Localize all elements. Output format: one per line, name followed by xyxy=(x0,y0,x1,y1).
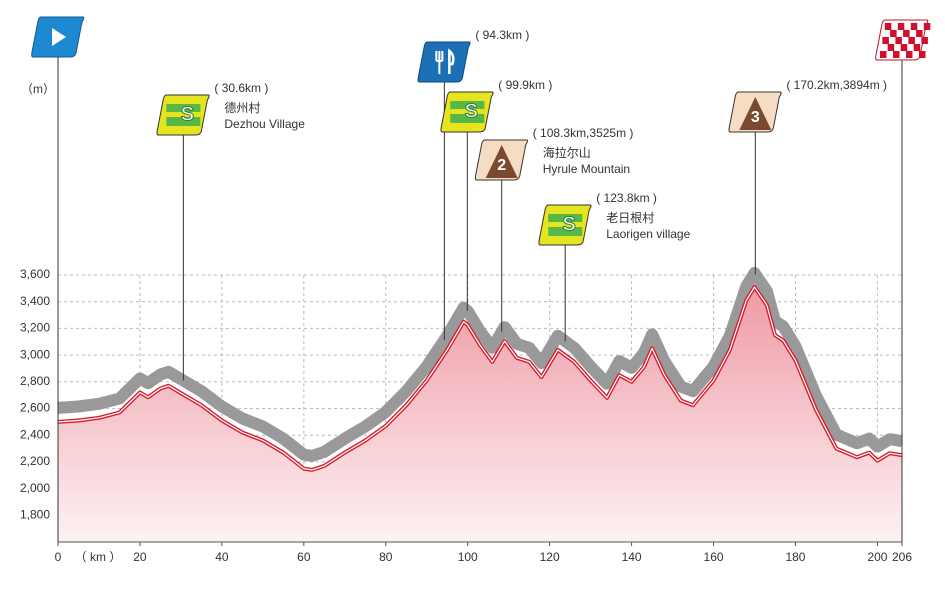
x-tick-label: 80 xyxy=(379,550,393,564)
sprint-stripe xyxy=(548,222,583,227)
y-tick-label: 2,800 xyxy=(20,374,50,388)
x-tick-label: 180 xyxy=(785,550,805,564)
y-tick-label: 2,400 xyxy=(20,427,50,441)
sprint-stripe xyxy=(166,112,201,117)
x-tick-label: 120 xyxy=(540,550,560,564)
checker xyxy=(887,44,895,51)
x-tick-label: 100 xyxy=(458,550,478,564)
fork xyxy=(435,51,444,74)
marker-name: 老日根村 xyxy=(606,211,654,225)
marker-label: ( 170.2km,3894m ) xyxy=(786,78,887,92)
x-tick-label: 140 xyxy=(622,550,642,564)
sprint-stripe xyxy=(450,109,485,114)
y-tick-label: 2,200 xyxy=(20,454,50,468)
checker xyxy=(880,51,887,58)
x-tick-label: 0 xyxy=(55,550,62,564)
marker-icon xyxy=(31,16,85,58)
marker-icon: S ( 123.8km ) 老日根村 Laorigen village xyxy=(538,191,691,246)
mountain xyxy=(739,97,772,130)
y-tick-label: 3,200 xyxy=(20,321,50,335)
kom-category: 3 xyxy=(751,109,760,126)
marker-label: ( 108.3km,3525m ) xyxy=(533,126,634,140)
sprint-letter: S xyxy=(563,213,576,235)
marker-label: ( 99.9km ) xyxy=(498,78,552,92)
checker xyxy=(882,37,889,44)
checker xyxy=(900,44,908,51)
profile-line-inner xyxy=(57,286,903,471)
checker xyxy=(913,44,921,51)
y-tick-label: 1,800 xyxy=(20,507,50,521)
y-tick-label: 2,600 xyxy=(20,401,50,415)
checker xyxy=(890,30,897,37)
x-tick-label: 206 xyxy=(892,550,912,564)
x-axis-label: （ km ） xyxy=(75,550,122,564)
x-tick-label: 60 xyxy=(297,550,311,564)
profile-area xyxy=(58,287,902,542)
marker-icon: S ( 99.9km ) xyxy=(440,78,552,133)
x-tick-label: 40 xyxy=(215,550,229,564)
marker-name: 德州村 xyxy=(224,100,260,115)
checker xyxy=(921,37,928,44)
checker xyxy=(895,37,902,44)
y-tick-label: 3,600 xyxy=(20,267,50,281)
checker xyxy=(923,23,931,30)
play-icon xyxy=(52,28,66,46)
marker-icon: ( 94.3km ) xyxy=(417,28,529,83)
marker-label: ( 30.6km ) xyxy=(214,81,268,95)
y-tick-label: 3,000 xyxy=(20,347,50,361)
marker-icon: 3 ( 170.2km,3894m ) xyxy=(728,78,887,133)
marker-icon: S ( 30.6km ) 德州村 Dezhou Village xyxy=(156,81,305,136)
marker-name: 海拉尔山 xyxy=(543,145,591,160)
checker xyxy=(893,51,900,58)
marker-label: ( 94.3km ) xyxy=(475,28,529,42)
marker-name-en: Hyrule Mountain xyxy=(543,162,630,176)
marker-name-en: Dezhou Village xyxy=(224,117,305,131)
marker-label: ( 123.8km ) xyxy=(596,191,657,205)
y-axis-label: （m） xyxy=(21,82,55,96)
x-tick-label: 200 xyxy=(867,550,887,564)
sprint-letter: S xyxy=(465,100,478,122)
sprint-letter: S xyxy=(181,103,194,125)
checker xyxy=(916,30,923,37)
y-tick-label: 3,400 xyxy=(20,294,50,308)
checker xyxy=(903,30,910,37)
mountain xyxy=(485,145,518,178)
checker xyxy=(910,23,918,30)
y-tick-label: 2,000 xyxy=(20,481,50,495)
checker xyxy=(884,23,892,30)
checker xyxy=(908,37,915,44)
checker xyxy=(906,51,913,58)
marker-icon: 2 ( 108.3km,3525m ) 海拉尔山 Hyrule Mountain xyxy=(474,126,634,181)
marker-icon xyxy=(875,19,931,61)
marker-name-en: Laorigen village xyxy=(606,227,690,241)
x-tick-label: 20 xyxy=(133,550,147,564)
checker xyxy=(897,23,905,30)
x-tick-label: 160 xyxy=(704,550,724,564)
checker xyxy=(919,51,926,58)
profile-shadow xyxy=(57,267,903,462)
feed-icon xyxy=(417,41,471,83)
knife xyxy=(448,48,455,74)
kom-category: 2 xyxy=(497,157,506,174)
